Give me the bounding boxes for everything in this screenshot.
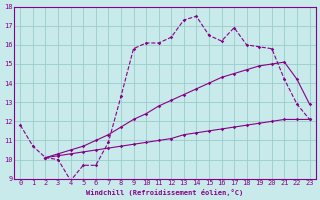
- X-axis label: Windchill (Refroidissement éolien,°C): Windchill (Refroidissement éolien,°C): [86, 189, 244, 196]
